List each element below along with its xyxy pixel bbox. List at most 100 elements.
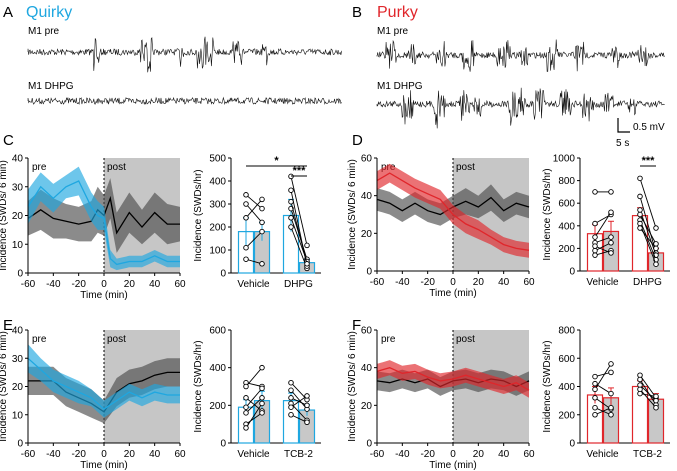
x-tick-label: 20 [124, 279, 136, 290]
data-point-post [259, 196, 265, 203]
pre-label: pre [381, 334, 396, 345]
y-tick-label: 600 [558, 354, 575, 365]
data-point-post [304, 393, 310, 399]
data-point-pre [592, 252, 598, 258]
paired-line [639, 223, 657, 265]
panel-letter-d: D [352, 132, 363, 149]
x-tick-label: 40 [149, 449, 161, 460]
eeg-trace-a-pre [27, 36, 342, 73]
chart-e-bar: 0 200 400 600 Incidence (SWDs/hr) Vehicle TCB-… [193, 326, 321, 460]
group-label-tcb-2: TCB-2 [284, 449, 313, 460]
data-point-post [259, 410, 265, 416]
paired-line [639, 389, 657, 408]
eeg-trace-b-dhpg [376, 87, 665, 129]
data-point-pre [288, 224, 294, 230]
data-point-pre [243, 201, 249, 207]
a-trace-pre-label: M1 pre [28, 26, 60, 37]
data-point-pre [592, 386, 598, 393]
group-label-vehicle: Vehicle [586, 277, 619, 288]
eeg-trace-line [376, 87, 665, 129]
x-tick-label: -60 [370, 277, 385, 288]
a-trace-dhpg-label: M1 DHPG [28, 81, 74, 92]
y-tick-label: 400 [209, 177, 226, 188]
y-tick-label: 400 [558, 382, 575, 393]
quirky-title: Quirky [26, 4, 72, 21]
y-axis-label: Incidence (SWDs/ 6 min) [0, 331, 9, 442]
y-tick-label: 100 [209, 246, 226, 257]
data-point-pre [592, 380, 598, 387]
data-point-pre [243, 383, 249, 390]
data-point-pre [637, 390, 643, 397]
eeg-trace-line [27, 96, 342, 106]
data-point-post [304, 242, 310, 249]
x-tick-label: 60 [523, 277, 535, 288]
data-point-pre [288, 379, 294, 386]
data-point-post [259, 385, 265, 392]
x-axis-label: Time (min) [80, 460, 127, 471]
x-tick-label: 0 [101, 279, 107, 290]
x-tick-label: -20 [71, 279, 86, 290]
data-point-pre [637, 220, 643, 227]
data-point-pre [637, 211, 643, 218]
y-axis-label: Incidence (SWDs/ 6 min) [347, 159, 358, 270]
paired-line [639, 178, 657, 229]
data-point-pre [243, 410, 249, 416]
data-point-post [653, 245, 659, 252]
x-tick-label: -60 [370, 449, 385, 460]
x-tick-label: 40 [498, 277, 510, 288]
x-axis-label: Time (min) [80, 290, 127, 301]
data-point-post [304, 402, 310, 409]
paired-line [639, 384, 657, 401]
x-tick-label: -40 [395, 449, 410, 460]
group-label-vehicle: Vehicle [586, 449, 619, 460]
data-point-post [608, 234, 614, 240]
y-tick-label: 40 [12, 326, 24, 337]
post-label: post [456, 334, 475, 345]
x-tick-label: 0 [101, 449, 107, 460]
pre-label: pre [32, 334, 47, 345]
data-point-post [259, 261, 265, 267]
eeg-trace-line [27, 36, 342, 73]
y-tick-label: 20 [361, 401, 373, 412]
paired-line [594, 371, 612, 378]
panel-letter-b: B [352, 4, 362, 21]
group-label-vehicle: Vehicle [237, 279, 270, 290]
panel-letter-e: E [3, 317, 13, 334]
x-tick-label: 20 [473, 449, 485, 460]
y-axis-label: Incidence (SWDs/hr) [542, 340, 553, 432]
paired-line [245, 199, 263, 219]
paired-line [245, 412, 263, 425]
paired-line [290, 382, 308, 400]
group-label-tcb-2: TCB-2 [633, 449, 662, 460]
y-tick-label: 200 [558, 244, 575, 255]
y-tick-label: 1000 [553, 154, 576, 165]
data-point-pre [243, 215, 249, 221]
chart-d-time: Dprepost0204060Incidence (SWDs/ 6 min)-6… [347, 132, 535, 299]
y-tick-label: 300 [209, 200, 226, 211]
group-label-dhpg: DHPG [633, 277, 662, 288]
data-point-post [608, 361, 614, 367]
y-tick-label: 800 [558, 326, 575, 337]
scale-s-label: 5 s [616, 138, 629, 149]
paired-line [639, 227, 657, 249]
paired-line [639, 214, 657, 245]
data-point-post [304, 419, 310, 426]
y-axis-label: Incidence (SWDs/ 6 min) [347, 331, 358, 442]
significance-stars: *** [293, 165, 307, 177]
data-point-pre [288, 412, 294, 418]
post-label: post [456, 162, 475, 173]
data-point-pre [288, 198, 294, 205]
y-tick-label: 0 [220, 269, 226, 280]
data-point-post [259, 219, 265, 226]
paired-line [245, 397, 263, 412]
y-tick-label: 600 [558, 199, 575, 210]
paired-line [245, 203, 263, 223]
data-point-post [608, 412, 614, 418]
data-point-pre [592, 234, 598, 240]
y-tick-label: 60 [361, 326, 373, 337]
mean-line-tcb-2 [27, 357, 180, 410]
paired-line [290, 201, 308, 264]
post-label: post [107, 162, 126, 173]
